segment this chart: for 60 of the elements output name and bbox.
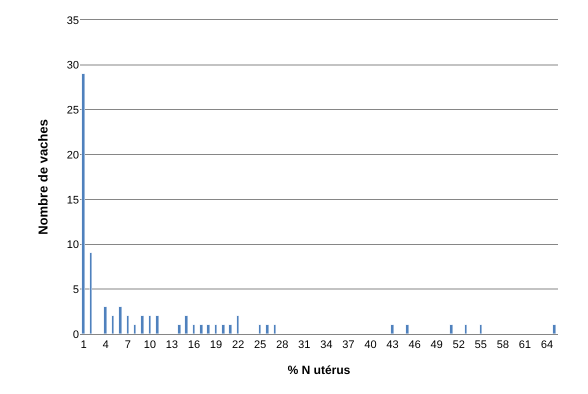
bar xyxy=(552,324,556,334)
x-tick-label: 58 xyxy=(496,339,509,352)
x-tick-label: 31 xyxy=(298,339,310,352)
bar xyxy=(406,324,409,334)
bar xyxy=(266,324,269,334)
x-tick-label: 25 xyxy=(254,339,266,352)
bar xyxy=(214,324,217,334)
bar xyxy=(140,316,144,334)
y-axis-title: Nombre de vaches xyxy=(36,119,51,235)
bar xyxy=(184,316,188,334)
bar xyxy=(126,316,129,334)
bar xyxy=(82,74,85,334)
x-tick-label: 55 xyxy=(474,339,487,352)
y-tick-label: 15 xyxy=(66,194,79,206)
bar xyxy=(156,316,159,334)
y-tick-label: 25 xyxy=(66,104,79,117)
bar xyxy=(104,306,107,334)
y-tick-label: 5 xyxy=(72,284,79,296)
bar xyxy=(450,324,453,334)
bar xyxy=(222,324,225,334)
bar xyxy=(178,324,181,334)
bar xyxy=(206,324,210,334)
x-tick-label: 19 xyxy=(210,339,222,352)
bar xyxy=(480,324,482,334)
bar xyxy=(112,316,114,334)
bar xyxy=(390,324,394,334)
x-tick-label: 64 xyxy=(540,339,554,352)
x-tick-label: 22 xyxy=(232,339,244,352)
bar xyxy=(200,324,203,334)
x-tick-label: 7 xyxy=(124,339,131,352)
bar xyxy=(464,324,467,334)
bar xyxy=(236,316,239,334)
x-tick-label: 52 xyxy=(452,339,465,352)
x-tick-label: 16 xyxy=(188,339,200,352)
bar xyxy=(274,324,276,334)
x-tick-label: 13 xyxy=(166,339,178,352)
y-tick-label: 20 xyxy=(66,149,79,162)
bar xyxy=(228,324,232,334)
bar xyxy=(134,324,136,334)
x-tick-label: 4 xyxy=(102,339,109,352)
x-tick-label: 46 xyxy=(408,339,421,352)
y-tick-label: 0 xyxy=(72,328,79,341)
bar xyxy=(258,324,261,334)
x-tick-label: 49 xyxy=(430,339,443,352)
x-tick-label: 61 xyxy=(518,339,532,352)
x-tick-label: 40 xyxy=(364,339,377,352)
x-tick-label: 34 xyxy=(320,339,332,352)
y-tick-label: 35 xyxy=(66,14,79,27)
y-tick-label: 30 xyxy=(66,60,79,72)
bar xyxy=(192,324,195,334)
bar xyxy=(118,306,122,334)
x-axis-title: % N utérus xyxy=(288,363,351,378)
bar xyxy=(90,252,92,334)
x-tick-label: 43 xyxy=(386,339,399,352)
bar xyxy=(148,316,151,334)
x-tick-label: 10 xyxy=(144,339,156,352)
y-tick-label: 10 xyxy=(66,239,79,252)
x-tick-label: 28 xyxy=(276,339,288,352)
x-tick-label: 37 xyxy=(342,339,355,352)
x-tick-label: 1 xyxy=(80,339,87,352)
